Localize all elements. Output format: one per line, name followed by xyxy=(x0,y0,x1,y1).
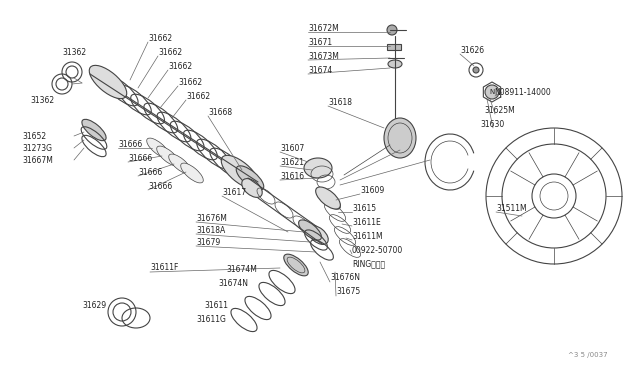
Ellipse shape xyxy=(157,146,179,166)
Circle shape xyxy=(473,67,479,73)
Text: 31666: 31666 xyxy=(128,154,152,163)
Ellipse shape xyxy=(299,220,321,240)
Text: 31629: 31629 xyxy=(82,301,106,311)
Circle shape xyxy=(387,25,397,35)
Text: 31617: 31617 xyxy=(222,187,246,196)
Text: 31666: 31666 xyxy=(148,182,172,190)
Text: 31616: 31616 xyxy=(280,171,304,180)
Text: 31611F: 31611F xyxy=(150,263,179,273)
Text: 31666: 31666 xyxy=(138,167,163,176)
Text: 31618A: 31618A xyxy=(196,225,225,234)
Ellipse shape xyxy=(304,158,332,178)
Text: 31676N: 31676N xyxy=(330,273,360,282)
Text: 31611E: 31611E xyxy=(352,218,381,227)
Text: 31673M: 31673M xyxy=(308,51,339,61)
Text: 31625M: 31625M xyxy=(484,106,515,115)
Text: 31621: 31621 xyxy=(280,157,304,167)
Ellipse shape xyxy=(169,154,191,174)
Text: N08911-14000: N08911-14000 xyxy=(494,87,551,96)
Ellipse shape xyxy=(147,138,170,158)
Text: N: N xyxy=(490,89,495,95)
Text: 31674: 31674 xyxy=(308,65,332,74)
Text: 31671: 31671 xyxy=(308,38,332,46)
Text: 31611G: 31611G xyxy=(196,315,226,324)
Text: 31662: 31662 xyxy=(158,48,182,57)
Text: 31630: 31630 xyxy=(480,119,504,128)
Text: 31618: 31618 xyxy=(328,97,352,106)
Text: 31607: 31607 xyxy=(280,144,304,153)
Text: 31672M: 31672M xyxy=(308,23,339,32)
Text: 31362: 31362 xyxy=(30,96,54,105)
Text: 31626: 31626 xyxy=(460,45,484,55)
Circle shape xyxy=(485,85,499,99)
Text: 31273G: 31273G xyxy=(22,144,52,153)
Ellipse shape xyxy=(308,225,328,244)
Text: 31662: 31662 xyxy=(168,61,192,71)
Text: ^3 5 /0037: ^3 5 /0037 xyxy=(568,352,608,358)
Text: 31662: 31662 xyxy=(186,92,210,100)
Text: 31676M: 31676M xyxy=(196,214,227,222)
Ellipse shape xyxy=(384,118,416,158)
Text: 31668: 31668 xyxy=(208,108,232,116)
Text: 31674N: 31674N xyxy=(218,279,248,289)
Text: 31674M: 31674M xyxy=(226,266,257,275)
Text: 31611: 31611 xyxy=(204,301,228,311)
Text: 31511M: 31511M xyxy=(496,203,527,212)
Ellipse shape xyxy=(284,254,308,276)
Text: 31615: 31615 xyxy=(352,203,376,212)
Ellipse shape xyxy=(82,119,106,141)
Ellipse shape xyxy=(180,163,204,183)
Text: 31662: 31662 xyxy=(178,77,202,87)
Text: 00922-50700: 00922-50700 xyxy=(352,246,403,254)
Text: 31679: 31679 xyxy=(196,237,220,247)
Ellipse shape xyxy=(236,166,264,190)
Bar xyxy=(387,44,401,50)
Ellipse shape xyxy=(221,155,259,189)
Text: 31675: 31675 xyxy=(336,288,360,296)
Text: 31652: 31652 xyxy=(22,131,46,141)
Ellipse shape xyxy=(242,179,262,198)
Text: 31611M: 31611M xyxy=(352,231,383,241)
Text: 31666: 31666 xyxy=(118,140,142,148)
Ellipse shape xyxy=(89,65,127,99)
Ellipse shape xyxy=(316,187,340,209)
Text: RINGリング: RINGリング xyxy=(352,260,385,269)
Text: 31362: 31362 xyxy=(62,48,86,57)
Text: 31662: 31662 xyxy=(148,33,172,42)
Ellipse shape xyxy=(388,60,402,68)
Text: 31667M: 31667M xyxy=(22,155,53,164)
Text: 31609: 31609 xyxy=(360,186,384,195)
